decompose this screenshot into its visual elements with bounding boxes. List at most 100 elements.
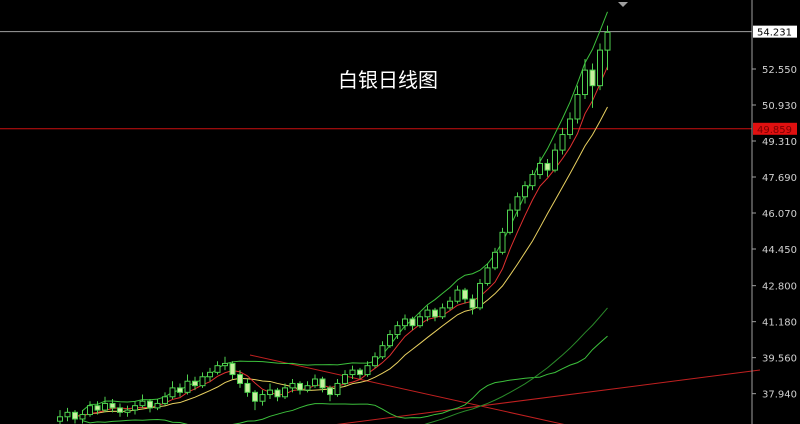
candle: [604, 25, 611, 71]
candle-body: [154, 402, 161, 409]
candle-body: [177, 387, 183, 393]
candle-body: [237, 374, 243, 384]
candle: [507, 203, 513, 235]
candle-body: [529, 174, 536, 187]
candle-body: [424, 309, 431, 318]
candle: [567, 112, 573, 139]
candle: [499, 227, 506, 255]
candle-body: [334, 382, 341, 396]
candle: [139, 394, 146, 408]
ma-long-line: [424, 307, 608, 424]
candle: [334, 379, 341, 397]
candle-body: [132, 405, 138, 411]
candle-body: [544, 162, 551, 171]
candle: [169, 381, 176, 399]
candle-body: [552, 149, 558, 171]
candle: [417, 312, 423, 328]
trendline-up: [336, 369, 761, 424]
ma10-line: [74, 106, 608, 417]
candle-body: [582, 69, 588, 96]
candle: [477, 279, 483, 311]
candle-body: [147, 400, 153, 409]
candle: [117, 403, 123, 417]
candle: [319, 376, 326, 393]
candle: [537, 156, 543, 179]
candle: [192, 376, 198, 391]
candle-body: [64, 411, 71, 418]
candle-body: [499, 231, 506, 253]
price-tick-label: 44.450: [762, 245, 797, 256]
last-price-badge: [753, 25, 797, 38]
candle: [244, 379, 251, 397]
shift-marker-icon[interactable]: [618, 2, 628, 7]
price-tick-label: 49.310: [762, 137, 797, 148]
candle-body: [379, 345, 386, 358]
candle: [312, 374, 318, 388]
candle: [237, 370, 243, 388]
candle: [529, 170, 536, 191]
candle: [522, 181, 528, 204]
candle-body: [387, 334, 393, 347]
candle: [492, 247, 498, 271]
candle-body: [417, 316, 423, 327]
candle: [327, 385, 333, 402]
candle: [469, 294, 476, 315]
candle-body: [462, 289, 468, 300]
candle: [94, 401, 101, 415]
candle-body: [214, 365, 221, 373]
candle: [439, 303, 446, 319]
candle-body: [207, 371, 213, 378]
candle-body: [124, 409, 131, 413]
candle: [349, 365, 356, 379]
candle: [102, 396, 108, 413]
candle: [424, 305, 431, 322]
candle: [282, 383, 288, 399]
candle: [274, 387, 281, 402]
price-tick-label: 52.550: [762, 65, 797, 76]
candle-body: [439, 307, 446, 318]
candle: [402, 314, 408, 331]
candle: [259, 390, 266, 406]
candle-body: [274, 389, 281, 398]
candle: [162, 392, 168, 406]
candle-body: [477, 282, 483, 309]
candle: [387, 330, 393, 348]
price-axis: 52.550 50.930 49.310 47.690 46.070 44.450 42.8…: [752, 25, 797, 401]
candle-body: [79, 414, 86, 420]
candle-body: [492, 251, 498, 269]
candle: [552, 143, 558, 173]
candle: [154, 399, 161, 411]
candle: [304, 381, 311, 393]
candle-body: [94, 405, 101, 411]
candle-body: [364, 365, 371, 376]
price-tick-label: 37.940: [762, 390, 797, 401]
candle: [379, 341, 386, 359]
candle: [484, 263, 491, 286]
candle-body: [199, 376, 206, 387]
candle-body: [109, 402, 116, 409]
candle: [462, 287, 468, 304]
candle-body: [357, 369, 363, 376]
price-tick-label: 50.930: [762, 101, 797, 112]
price-tick-label: 46.070: [762, 209, 797, 220]
candle-body: [372, 356, 378, 367]
candle: [222, 356, 228, 371]
candle: [582, 59, 588, 99]
candle-body: [297, 382, 303, 391]
candle-body: [259, 394, 266, 402]
candle-body: [267, 389, 273, 396]
candle: [447, 296, 453, 311]
candle-body: [244, 382, 251, 393]
candle-body: [117, 407, 123, 413]
candle: [147, 399, 153, 413]
candle-body: [192, 380, 198, 387]
candle-body: [319, 378, 326, 389]
candle-body: [559, 134, 566, 151]
price-tick-label: 42.800: [762, 282, 797, 293]
candle: [289, 379, 296, 393]
candle: [342, 370, 348, 386]
candle-body: [169, 387, 176, 398]
candle: [214, 361, 221, 375]
plot-area: [0, 11, 761, 424]
